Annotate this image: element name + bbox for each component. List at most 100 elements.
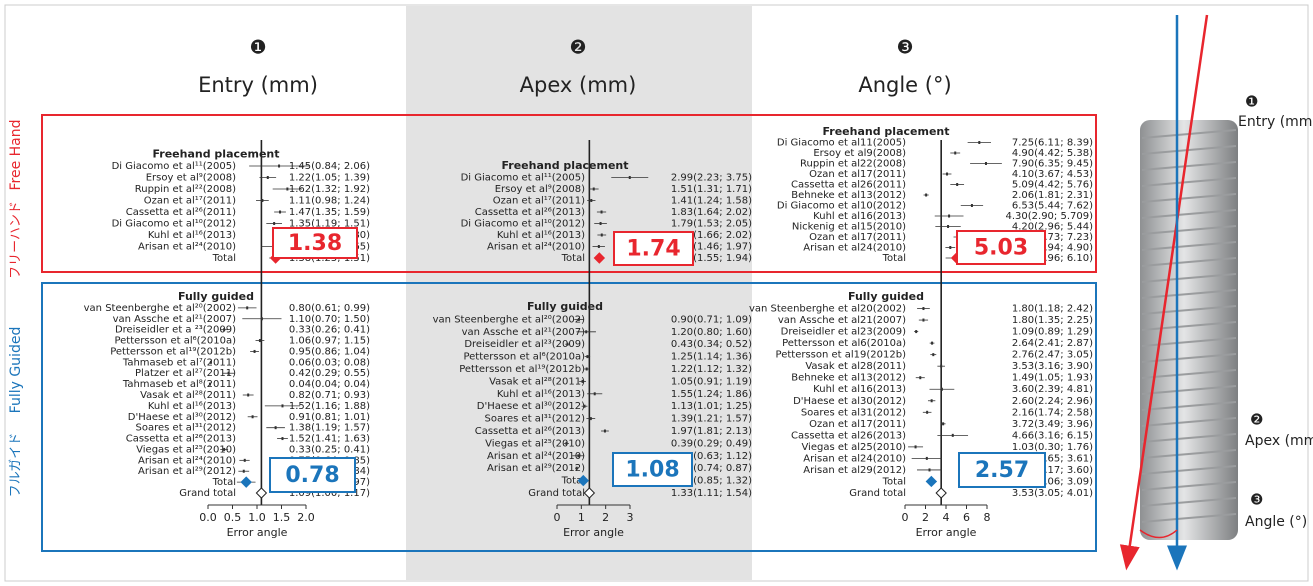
x-tick-label: 1.0 bbox=[248, 511, 266, 524]
point-estimate bbox=[604, 430, 606, 433]
value-label: 4.90(4.42; 5.38) bbox=[1012, 148, 1093, 159]
study-name: Ozan et al¹⁷(2011) bbox=[493, 196, 585, 207]
point-estimate bbox=[254, 350, 256, 353]
point-estimate bbox=[259, 339, 261, 342]
group-title: Fully guided bbox=[527, 300, 603, 313]
value-label: 6.53(5.44; 7.62) bbox=[1012, 201, 1093, 212]
study-name: Cassetta et al²⁶(2013) bbox=[126, 434, 236, 445]
value-label: 1.80(1.18; 2.42) bbox=[1012, 304, 1093, 315]
group-title: Freehand placement bbox=[152, 148, 279, 161]
study-name: Cassetta et al²⁶(2011) bbox=[126, 207, 236, 218]
value-label: 3.53(3.05; 4.01) bbox=[1012, 488, 1093, 499]
value-label: 1.55(1.24; 1.86) bbox=[671, 389, 752, 400]
value-label: 1.09(0.89; 1.29) bbox=[1012, 327, 1093, 338]
x-tick-label: 8 bbox=[984, 511, 991, 524]
point-estimate bbox=[585, 330, 587, 333]
value-label: 2.99(2.23; 3.75) bbox=[671, 173, 752, 184]
group-title: Freehand placement bbox=[501, 159, 628, 172]
point-estimate bbox=[246, 306, 248, 309]
point-estimate bbox=[922, 319, 924, 322]
point-estimate bbox=[583, 405, 585, 408]
study-name: Arisan et al29(2012) bbox=[803, 465, 906, 476]
point-estimate bbox=[952, 434, 954, 437]
point-estimate bbox=[566, 343, 568, 346]
study-name: Ersoy et al⁹(2008) bbox=[495, 184, 585, 195]
implant-label: Angle (°) bbox=[1245, 514, 1307, 530]
x-tick-label: 6 bbox=[963, 511, 970, 524]
value-label: 1.33(1.11; 1.54) bbox=[671, 488, 752, 499]
point-estimate bbox=[252, 415, 254, 418]
implant-number: ❶ bbox=[1245, 93, 1258, 111]
panel-title: Entry (mm) bbox=[198, 73, 318, 97]
value-label: 1.51(1.31; 1.71) bbox=[671, 184, 752, 195]
x-tick-label: 0 bbox=[554, 511, 561, 524]
value-label: 1.10(0.70; 1.50) bbox=[289, 314, 370, 325]
study-name: Ruppin et al²²(2008) bbox=[135, 184, 236, 195]
value-label: 1.97(1.81; 2.13) bbox=[671, 426, 752, 437]
point-estimate bbox=[279, 211, 281, 214]
point-estimate bbox=[926, 411, 928, 414]
callout-value: 5.03 bbox=[974, 236, 1028, 261]
point-estimate bbox=[915, 445, 917, 448]
study-name: Ruppin et al22(2008) bbox=[800, 159, 906, 170]
group-title: Freehand placement bbox=[822, 125, 949, 138]
study-name: Cassetta et al²⁶(2013) bbox=[475, 207, 585, 218]
value-label: 0.95(0.86; 1.04) bbox=[289, 346, 370, 357]
study-name: Arisan et al²⁹(2012) bbox=[138, 466, 236, 477]
value-label: 2.64(2.41; 2.87) bbox=[1012, 338, 1093, 349]
study-name: Ozan et al¹⁷(2011) bbox=[144, 196, 236, 207]
point-estimate bbox=[209, 383, 211, 386]
study-name: Arisan et al²⁹(2012) bbox=[487, 463, 585, 474]
study-name: D'Haese et al³⁰(2012) bbox=[128, 412, 236, 423]
point-estimate bbox=[946, 173, 948, 176]
value-label: 0.91(0.81; 1.01) bbox=[289, 412, 370, 423]
value-label: 3.60(2.39; 4.81) bbox=[1012, 384, 1093, 395]
point-estimate bbox=[928, 468, 930, 471]
point-estimate bbox=[261, 199, 263, 202]
value-label: 1.05(0.91; 1.19) bbox=[671, 376, 752, 387]
callout-value: 0.78 bbox=[285, 463, 339, 488]
x-tick-label: 2.0 bbox=[297, 511, 315, 524]
side-label: Fully Guided bbox=[8, 327, 24, 414]
point-estimate bbox=[586, 368, 588, 371]
point-estimate bbox=[281, 437, 283, 440]
value-label: 3.53(3.16; 3.90) bbox=[1012, 361, 1093, 372]
study-name: Di Giacomo et al¹¹(2005) bbox=[112, 161, 236, 172]
panel-number: ❶ bbox=[249, 37, 266, 59]
study-name: Viegas et al²⁵(2010) bbox=[136, 444, 236, 455]
point-estimate bbox=[577, 454, 579, 457]
study-name: Arisan et al²⁴(2010) bbox=[138, 242, 236, 253]
callout-value: 1.74 bbox=[626, 237, 680, 262]
study-name: Arisan et al²⁴(2010) bbox=[487, 242, 585, 253]
point-estimate bbox=[590, 417, 592, 420]
study-name: Platzer et al²⁷(2011) bbox=[135, 368, 236, 379]
point-estimate bbox=[915, 330, 917, 333]
study-name: Di Giacomo et al¹⁰(2012) bbox=[461, 219, 585, 230]
study-name: Grand total bbox=[179, 488, 236, 499]
point-estimate bbox=[594, 392, 596, 395]
value-label: 2.76(2.47; 3.05) bbox=[1012, 350, 1093, 361]
value-label: 1.79(1.53; 2.05) bbox=[671, 219, 752, 230]
study-name: van Steenberghe et al²⁰(2002) bbox=[84, 303, 236, 314]
study-name: D'Haese et al30(2012) bbox=[793, 396, 906, 407]
study-name: Kuhl et al¹⁶(2013) bbox=[497, 389, 585, 400]
study-name: Cassetta et al26(2013) bbox=[791, 430, 906, 441]
panel-number: ❷ bbox=[569, 37, 586, 59]
point-estimate bbox=[598, 245, 600, 248]
study-name: Total bbox=[212, 253, 236, 264]
study-name: Total bbox=[561, 253, 585, 264]
point-estimate bbox=[582, 380, 584, 383]
point-estimate bbox=[600, 222, 602, 225]
x-tick-label: 1.5 bbox=[273, 511, 291, 524]
value-label: 1.22(1.12; 1.32) bbox=[671, 364, 752, 375]
study-name: Tahmaseb et al⁷(2011) bbox=[122, 357, 236, 368]
summary-diamond bbox=[936, 488, 946, 498]
value-label: 1.11(0.98; 1.24) bbox=[289, 196, 370, 207]
study-name: van Assche et al²¹(2007) bbox=[462, 327, 586, 338]
point-estimate bbox=[576, 467, 578, 470]
panel-number: ❸ bbox=[896, 37, 913, 59]
side-label: Free Hand bbox=[8, 119, 24, 190]
point-estimate bbox=[593, 188, 595, 191]
side-label: フリーハンド bbox=[9, 201, 24, 279]
point-estimate bbox=[601, 234, 603, 237]
